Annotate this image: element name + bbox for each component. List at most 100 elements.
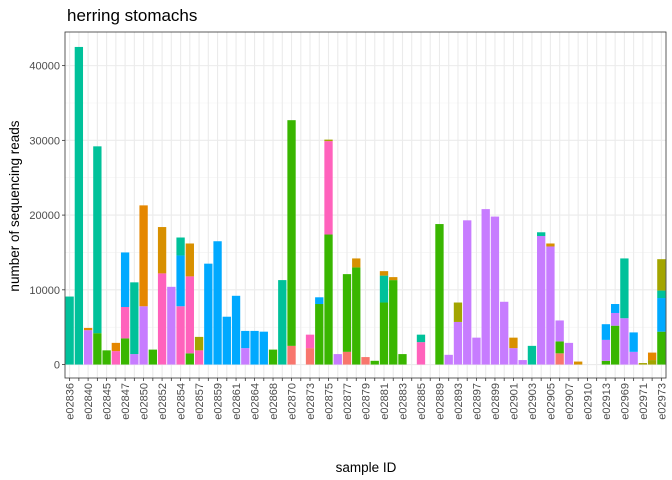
bar-stack-e02903 bbox=[527, 345, 537, 365]
bar-stack-e02914 bbox=[610, 304, 620, 365]
x-tick-label: e02879 bbox=[361, 383, 373, 420]
bar-segment-orange bbox=[83, 327, 93, 331]
bar-segment-green bbox=[268, 349, 278, 365]
bar-segment-olive bbox=[647, 360, 657, 365]
bar-segment-blue bbox=[259, 331, 268, 365]
bar-stack-e02885 bbox=[416, 334, 426, 365]
bar-segment-mustard bbox=[509, 337, 518, 349]
bar-stack-e02850 bbox=[139, 205, 148, 365]
bar-stack-e02859 bbox=[213, 241, 222, 365]
x-tick-label: e02889 bbox=[434, 383, 446, 420]
bar-stack-e02879 bbox=[361, 357, 370, 365]
bar-segment-purple bbox=[500, 301, 509, 365]
bar-segment-purple bbox=[333, 354, 342, 365]
bar-segment-green bbox=[389, 280, 398, 365]
bar-segment-salmon bbox=[361, 357, 370, 365]
bar-segment-purple bbox=[167, 286, 176, 365]
bar-segment-green bbox=[398, 354, 407, 365]
bar-segment-teal bbox=[416, 334, 426, 343]
bar-stack-e02847 bbox=[120, 252, 130, 365]
bar-segment-purple bbox=[555, 320, 564, 342]
bar-segment-orange bbox=[139, 205, 148, 307]
x-tick-label: e02971 bbox=[638, 383, 650, 420]
bar-segment-green bbox=[287, 120, 296, 346]
bar-segment-blue bbox=[315, 297, 324, 305]
bar-segment-teal bbox=[176, 237, 185, 256]
bar-stack-e02883 bbox=[398, 354, 407, 365]
bar-stack-e02845 bbox=[102, 350, 111, 365]
bar-segment-teal bbox=[93, 146, 102, 334]
bar-segment-mustard bbox=[157, 227, 167, 274]
bar-stack-e02969 bbox=[620, 258, 629, 365]
bar-segment-teal bbox=[278, 280, 287, 365]
bar-stack-e02904 bbox=[537, 232, 546, 365]
bar-stack-e02907 bbox=[564, 342, 574, 365]
bar-segment-purple bbox=[518, 360, 527, 365]
x-tick-label: e02864 bbox=[250, 383, 262, 420]
x-axis-label: sample ID bbox=[336, 460, 397, 475]
y-tick-label: 0 bbox=[54, 360, 60, 372]
bar-segment-purple bbox=[620, 318, 629, 365]
bar-segment-blue bbox=[120, 252, 130, 308]
bar-stack-e02880 bbox=[370, 360, 379, 365]
bar-segment-teal bbox=[130, 282, 139, 355]
bar-segment-blue bbox=[657, 298, 666, 332]
bar-stack-e02873 bbox=[305, 334, 315, 365]
bar-segment-orange bbox=[111, 342, 121, 352]
x-tick-label: e02875 bbox=[324, 383, 336, 420]
x-tick-label: e02836 bbox=[65, 383, 77, 420]
bar-segment-purple bbox=[241, 348, 250, 365]
bar-segment-mustard bbox=[574, 361, 583, 365]
x-tick-label: e02907 bbox=[564, 383, 576, 420]
x-tick-label: e02881 bbox=[379, 383, 391, 420]
bar-segment-teal bbox=[527, 345, 537, 365]
bar-stack-e02889 bbox=[435, 224, 444, 365]
bar-segment-teal bbox=[74, 46, 84, 365]
bar-stack-e02857 bbox=[194, 336, 204, 365]
bar-stack-e02895 bbox=[463, 220, 472, 365]
bar-segment-olive bbox=[657, 259, 666, 291]
bar-segment-blue bbox=[250, 330, 259, 365]
bar-stack-e02971 bbox=[638, 363, 648, 365]
x-tick-label: e02850 bbox=[139, 383, 151, 420]
x-axis: e02836 e02840 e02845 e02847 e02850 e02852 e028… bbox=[65, 378, 668, 420]
bar-segment-green bbox=[352, 267, 361, 365]
bar-segment-purple bbox=[481, 209, 490, 365]
bar-segment-green bbox=[610, 325, 620, 365]
bar-stack-e02972 bbox=[647, 352, 657, 365]
bar-stack-e02869 bbox=[278, 280, 287, 365]
bar-stack-e02881 bbox=[379, 271, 389, 365]
bar-stack-e02898 bbox=[481, 209, 490, 365]
bar-segment-blue bbox=[204, 263, 213, 365]
bar-stack-e02868 bbox=[268, 349, 278, 365]
x-tick-label: e02877 bbox=[342, 383, 354, 420]
bar-segment-pink bbox=[185, 276, 194, 354]
bar-segment-salmon bbox=[287, 345, 296, 365]
bar-segment-teal bbox=[379, 275, 389, 303]
chart-title: herring stomachs bbox=[67, 6, 197, 25]
bar-segment-purple bbox=[453, 321, 463, 365]
bar-segment-purple bbox=[509, 348, 518, 365]
bar-segment-blue bbox=[213, 241, 222, 365]
bar-stack-e02870 bbox=[287, 120, 296, 365]
bar-segment-blue bbox=[231, 295, 241, 365]
bar-segment-pink bbox=[194, 350, 204, 365]
bar-segment-teal bbox=[65, 296, 74, 365]
bar-segment-teal bbox=[537, 232, 546, 237]
x-tick-label: e02859 bbox=[213, 383, 225, 420]
bar-segment-mustard bbox=[546, 243, 555, 247]
x-tick-label: e02973 bbox=[656, 383, 668, 420]
y-tick-label: 10000 bbox=[29, 285, 60, 297]
bar-segment-pink bbox=[120, 307, 130, 339]
bar-segment-salmon bbox=[305, 348, 315, 365]
x-tick-label: e02873 bbox=[305, 383, 317, 420]
bar-segment-green bbox=[657, 331, 666, 365]
bar-stack-e02893 bbox=[453, 302, 463, 365]
bar-segment-blue bbox=[176, 255, 185, 307]
x-tick-label: e02845 bbox=[102, 383, 114, 420]
bar-segment-green bbox=[555, 341, 564, 354]
bar-segment-teal bbox=[657, 290, 666, 299]
bar-stack-e02858 bbox=[204, 263, 213, 365]
bar-segment-purple bbox=[601, 339, 611, 361]
bar-segment-olive bbox=[453, 302, 463, 322]
